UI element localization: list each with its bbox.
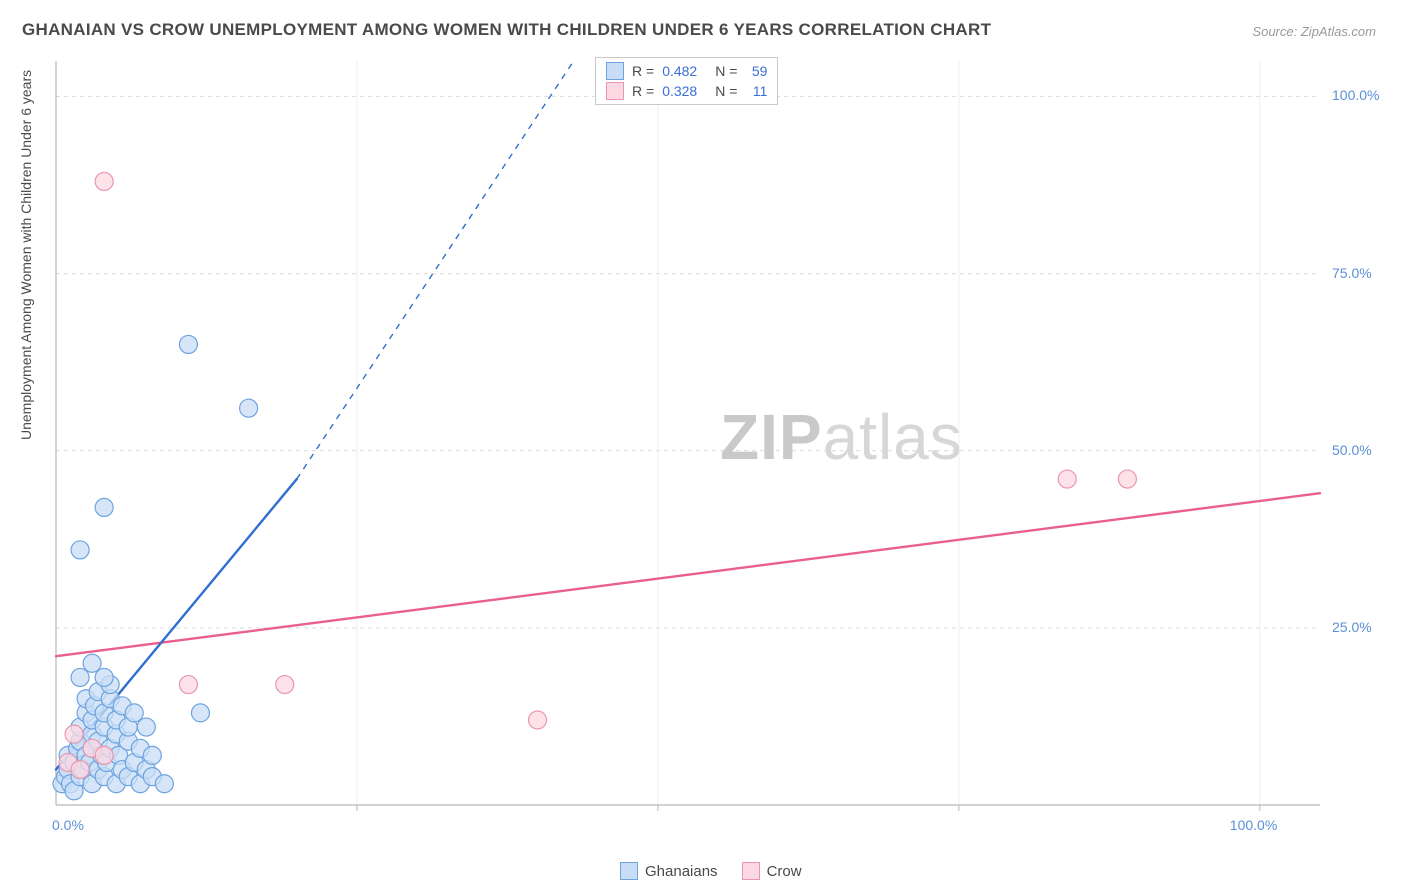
source-label: Source: xyxy=(1252,24,1297,39)
legend-r-value: 0.482 xyxy=(662,63,697,79)
legend-series-item: Crow xyxy=(742,862,802,880)
y-tick-label: 100.0% xyxy=(1332,87,1379,103)
y-axis-label: Unemployment Among Women with Children U… xyxy=(18,70,34,440)
legend-swatch xyxy=(606,62,624,80)
legend-corr-row: R = 0.482 N = 59 xyxy=(606,62,767,80)
source-attribution: Source: ZipAtlas.com xyxy=(1252,24,1376,39)
legend-series-label: Crow xyxy=(767,863,802,880)
legend-r-label: R = xyxy=(632,63,654,79)
series-legend: Ghanaians Crow xyxy=(620,862,802,880)
legend-r-label: R = xyxy=(632,83,654,99)
legend-r-value: 0.328 xyxy=(662,83,697,99)
legend-swatch xyxy=(606,82,624,100)
y-tick-label: 25.0% xyxy=(1332,619,1372,635)
legend-corr-row: R = 0.328 N = 11 xyxy=(606,82,767,100)
legend-swatch xyxy=(742,862,760,880)
legend-series-label: Ghanaians xyxy=(645,863,718,880)
y-tick-label: 50.0% xyxy=(1332,442,1372,458)
scatter-plot xyxy=(50,55,1380,835)
x-tick-label: 100.0% xyxy=(1230,817,1277,833)
legend-swatch xyxy=(620,862,638,880)
correlation-legend: R = 0.482 N = 59 R = 0.328 N = 11 xyxy=(595,57,778,105)
legend-n-label: N = xyxy=(715,63,737,79)
legend-series-item: Ghanaians xyxy=(620,862,718,880)
legend-n-value: 11 xyxy=(745,83,767,99)
source-value: ZipAtlas.com xyxy=(1301,24,1376,39)
legend-n-value: 59 xyxy=(745,63,767,79)
legend-n-label: N = xyxy=(715,83,737,99)
chart-title: GHANAIAN VS CROW UNEMPLOYMENT AMONG WOME… xyxy=(22,20,991,40)
y-tick-label: 75.0% xyxy=(1332,265,1372,281)
x-tick-label: 0.0% xyxy=(52,817,84,833)
